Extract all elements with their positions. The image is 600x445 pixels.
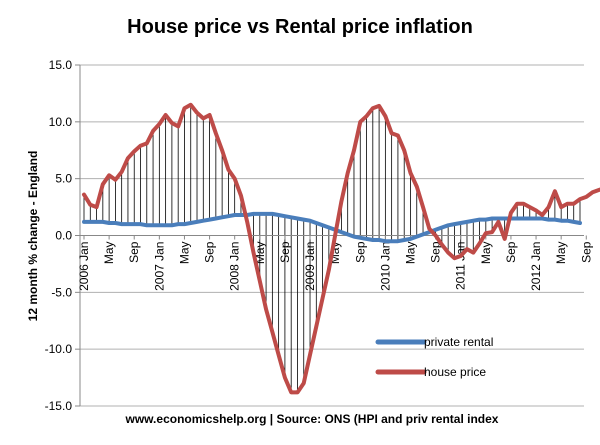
x-tick-label: 2009 Jan [303, 242, 317, 291]
axes [75, 64, 587, 407]
x-tick-label: May [102, 242, 116, 265]
legend-label-house-price: house price [424, 365, 486, 379]
x-tick-labels: 2006 Jan May Sep 2007 Jan May Sep 2008 Jan May S… [77, 241, 593, 291]
series-line-house-price [82, 102, 600, 395]
legend: private rental house price [375, 335, 493, 379]
chart-title: House price vs Rental price inflation [127, 16, 473, 38]
y-tick-label: -10.0 [45, 342, 73, 356]
x-tick-label: Sep [127, 241, 141, 263]
series-line-private-rental [82, 211, 582, 244]
x-tick-label: May [177, 242, 191, 265]
y-tick-labels: 15.0 10.0 5.0 0.0 -5.0 -10.0 -15.0 [45, 58, 73, 413]
x-tick-label: Sep [353, 241, 367, 263]
x-tick-label: May [554, 242, 568, 265]
x-tick-label: 2012 Jan [529, 242, 543, 291]
x-tick-label: Sep [278, 241, 292, 263]
y-tick-label: 5.0 [55, 172, 72, 186]
y-tick-label: 0.0 [55, 229, 72, 243]
x-tick-label: 2008 Jan [228, 241, 242, 290]
legend-label-private-rental: private rental [424, 335, 493, 349]
y-tick-label: -5.0 [51, 285, 72, 299]
y-tick-label: -15.0 [45, 399, 73, 413]
y-axis-label: 12 month % change - England [26, 151, 40, 322]
y-tick-label: 15.0 [49, 58, 73, 72]
x-tick-label: May [479, 241, 493, 264]
x-tick-label: Sep [504, 241, 518, 263]
series-lines [82, 102, 600, 395]
y-tick-label: 10.0 [49, 115, 73, 129]
x-tick-label: 2006 Jan [77, 242, 91, 291]
x-tick-label: Sep [579, 241, 593, 263]
x-tick-label: 2007 Jan [152, 242, 166, 291]
x-tick-label: May [403, 242, 417, 265]
source-note: www.economicshelp.org | Source: ONS (HPI… [125, 412, 499, 426]
x-tick-label: Sep [203, 241, 217, 263]
x-tick-label: Sep [429, 241, 443, 263]
x-tick-label: 2010 Jan [378, 242, 392, 291]
